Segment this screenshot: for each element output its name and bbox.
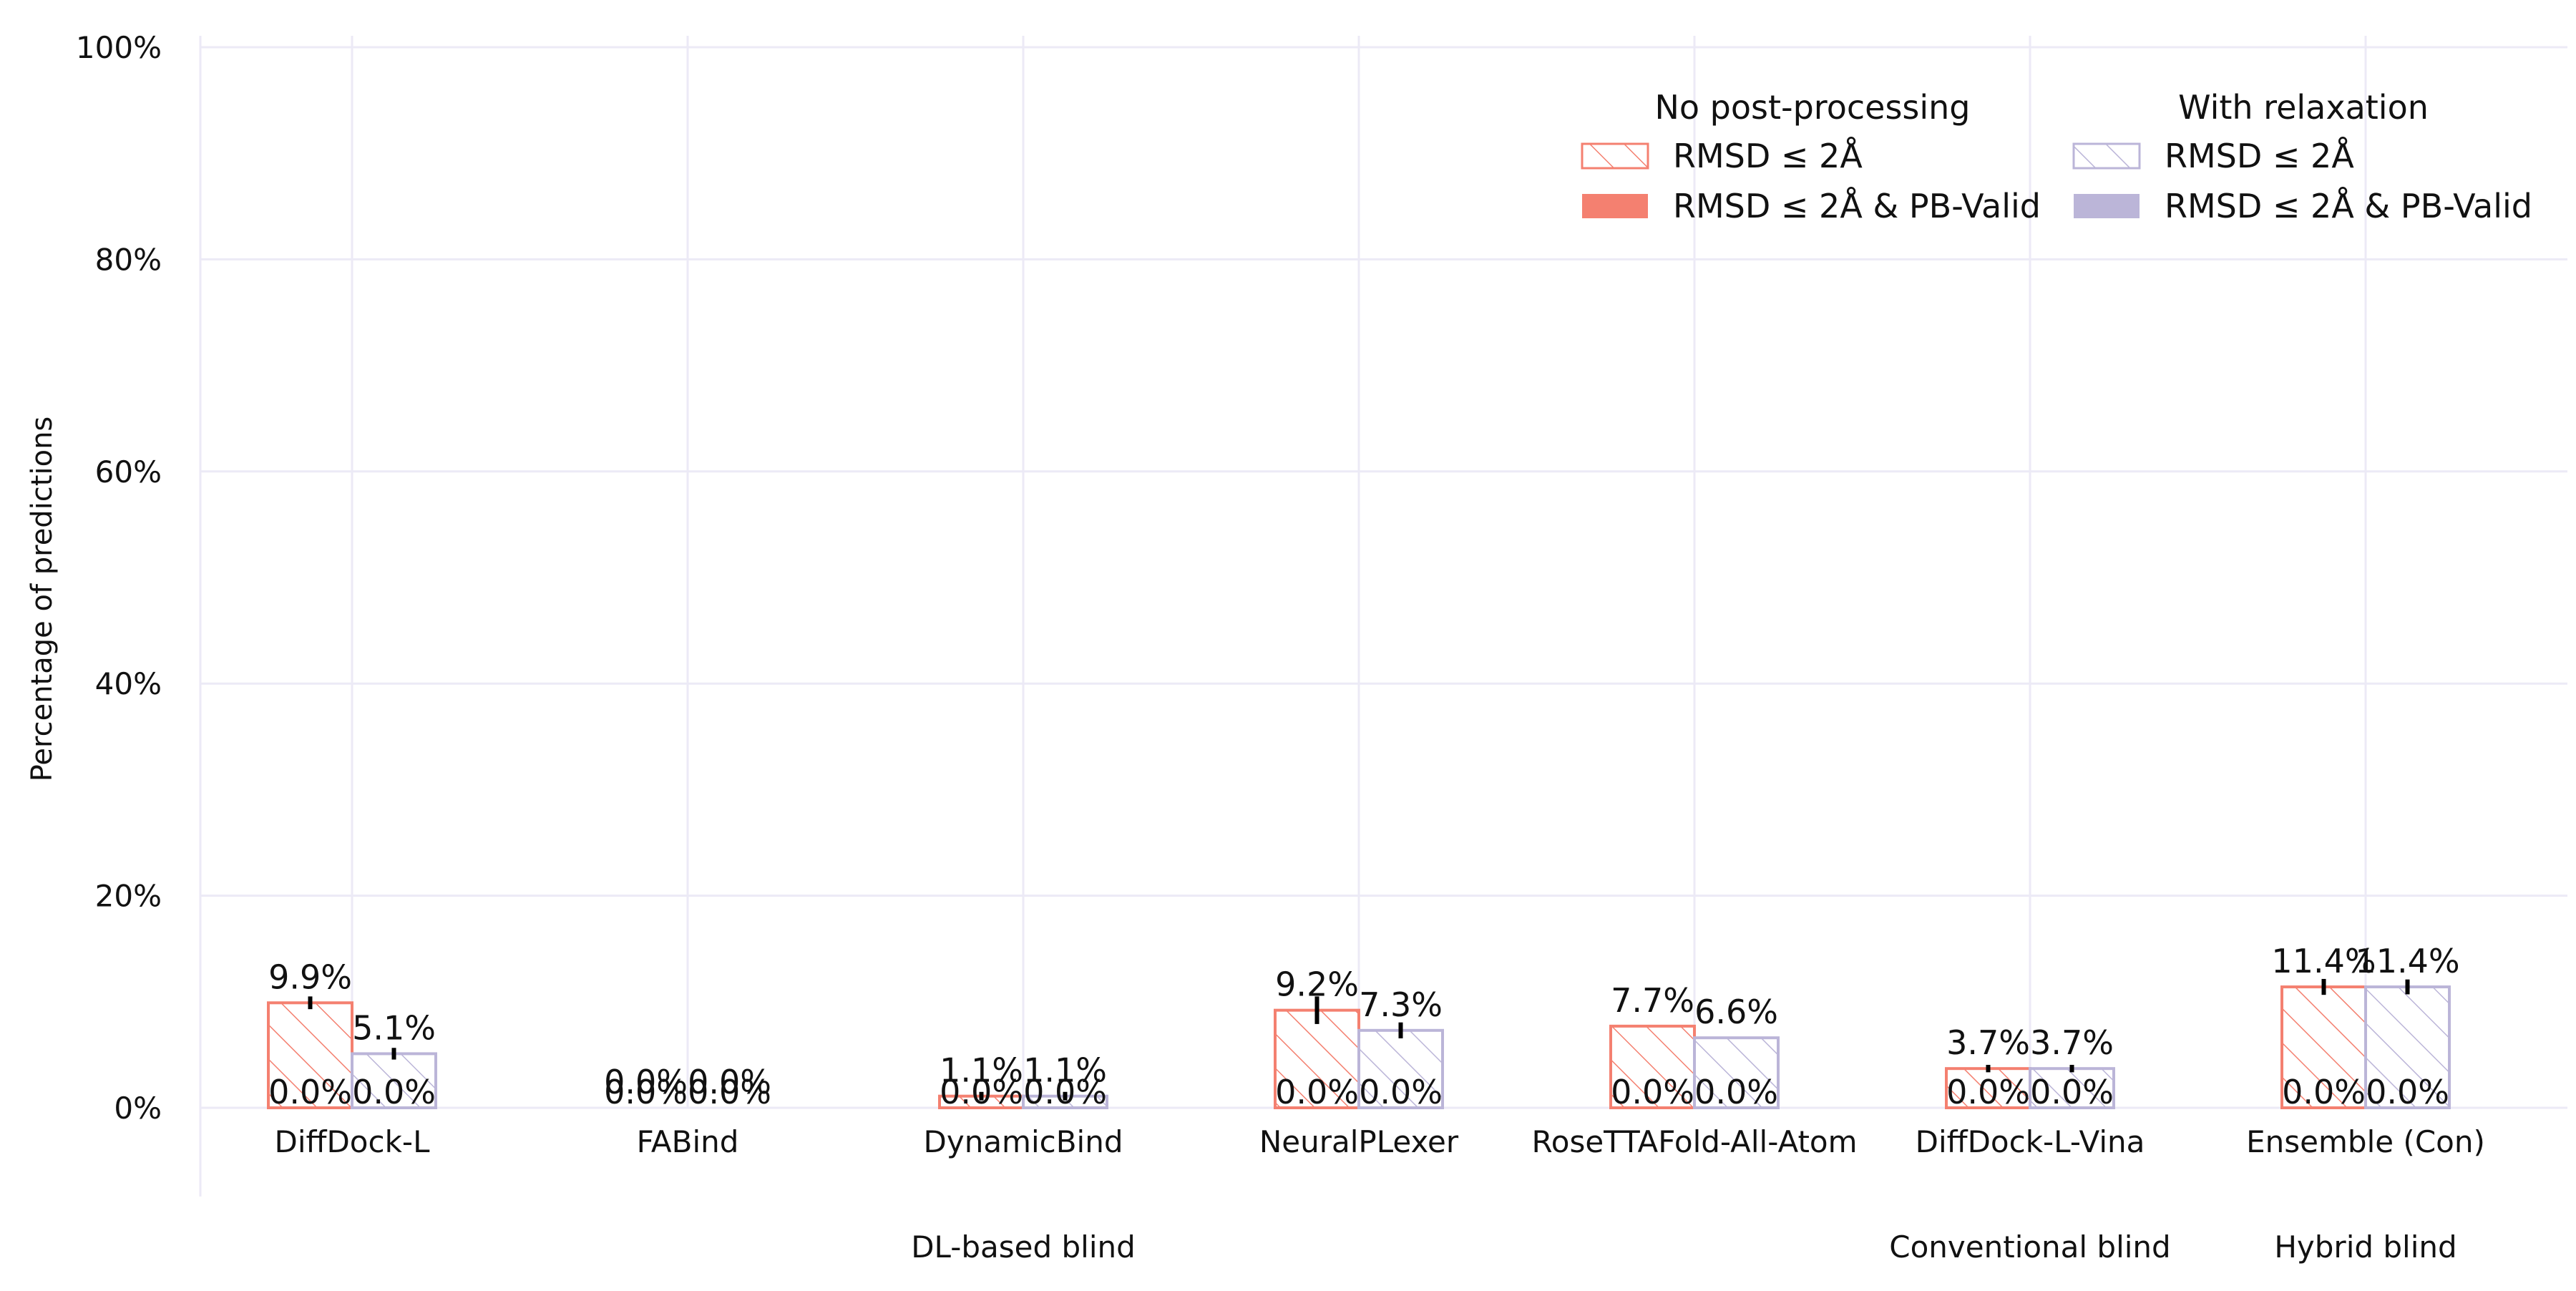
legend-label: RMSD ≤ 2Å: [1673, 137, 1863, 175]
data-label: 9.9%: [268, 958, 352, 996]
category-group-label: Hybrid blind: [2274, 1229, 2457, 1265]
x-tick-label: NeuralPLexer: [1259, 1124, 1459, 1159]
bars: [267, 978, 2451, 1110]
category-group-label: Conventional blind: [1889, 1229, 2170, 1265]
data-label: 0.0%: [604, 1063, 688, 1101]
category-group-label: DL-based blind: [911, 1229, 1136, 1265]
y-tick-label: 40%: [95, 666, 162, 701]
legend-label: RMSD ≤ 2Å & PB-Valid: [1673, 187, 2041, 225]
y-axis-label: Percentage of predictions: [26, 416, 59, 782]
data-label: 0.0%: [2282, 1073, 2366, 1111]
data-label: 3.7%: [1946, 1023, 2030, 1062]
legend-swatch: [1582, 194, 1648, 218]
data-label: 11.4%: [2355, 942, 2459, 980]
legend: No post-processing RMSD ≤ 2Å RMSD ≤ 2Å & P…: [1581, 88, 2532, 225]
legend-label: RMSD ≤ 2Å: [2165, 137, 2354, 175]
x-tick-label: RoseTTAFold-All-Atom: [1531, 1124, 1857, 1159]
value-labels: 9.9%0.0% 1.1%9.2% 7.7%3.7%11.4%0.0% 0.0% 0.0…: [268, 942, 2460, 1111]
data-label: 0.0%: [1359, 1073, 1443, 1111]
x-tick-label: FABind: [637, 1124, 739, 1159]
data-label: 0.0%: [688, 1063, 771, 1101]
data-label: 0.0%: [1023, 1073, 1107, 1111]
legend-title: With relaxation: [2178, 88, 2429, 127]
data-label: 0.0%: [268, 1073, 352, 1111]
data-label: 0.0%: [1694, 1073, 1778, 1111]
data-label: 0.0%: [688, 1073, 771, 1111]
legend-swatch: [1581, 142, 1649, 170]
bar: [1609, 1024, 1696, 1109]
data-label: 1.1%: [940, 1051, 1023, 1090]
data-label: 0.0%: [352, 1073, 436, 1111]
data-label: 0.0%: [2366, 1073, 2449, 1111]
data-label: 0.0%: [940, 1073, 1023, 1111]
data-label: 0.0%: [1611, 1073, 1694, 1111]
axes: Percentage of predictions 0% 20% 40% 60% 80%…: [26, 30, 2485, 1265]
data-label: 11.4%: [2271, 942, 2376, 980]
data-label: 0.0%: [1946, 1073, 2030, 1111]
bar: [2280, 985, 2367, 1109]
data-label: 0.0%: [604, 1073, 688, 1111]
y-tick-label: 60%: [95, 454, 162, 489]
x-tick-label: Ensemble (Con): [2246, 1124, 2485, 1159]
legend-label: RMSD ≤ 2Å & PB-Valid: [2165, 187, 2532, 225]
data-label: 5.1%: [352, 1008, 436, 1047]
y-tick-label: 20%: [95, 879, 162, 914]
y-tick-label: 100%: [76, 30, 162, 65]
bar: [1693, 1036, 1780, 1109]
data-label: 9.2%: [1275, 965, 1359, 1004]
x-tick-label: DiffDock-L: [275, 1124, 431, 1159]
data-label: 0.0%: [1275, 1073, 1359, 1111]
x-tick-label: DynamicBind: [924, 1124, 1123, 1159]
y-tick-label: 0%: [114, 1091, 162, 1126]
x-tick-label: DiffDock-L-Vina: [1916, 1124, 2145, 1159]
data-label: 1.1%: [1023, 1051, 1107, 1090]
legend-swatch: [2072, 142, 2141, 170]
legend-title: No post-processing: [1654, 88, 1970, 127]
bar: [2364, 985, 2451, 1109]
grid-lines: [199, 36, 2567, 1197]
y-tick-label: 80%: [95, 242, 162, 277]
data-label: 7.3%: [1359, 985, 1443, 1024]
data-label: 6.6%: [1694, 993, 1778, 1031]
bar: [1357, 1028, 1444, 1109]
data-label: 0.0%: [2030, 1073, 2114, 1111]
data-label: 7.7%: [1611, 981, 1694, 1020]
legend-swatch: [2074, 194, 2140, 218]
data-label: 3.7%: [2030, 1023, 2114, 1062]
